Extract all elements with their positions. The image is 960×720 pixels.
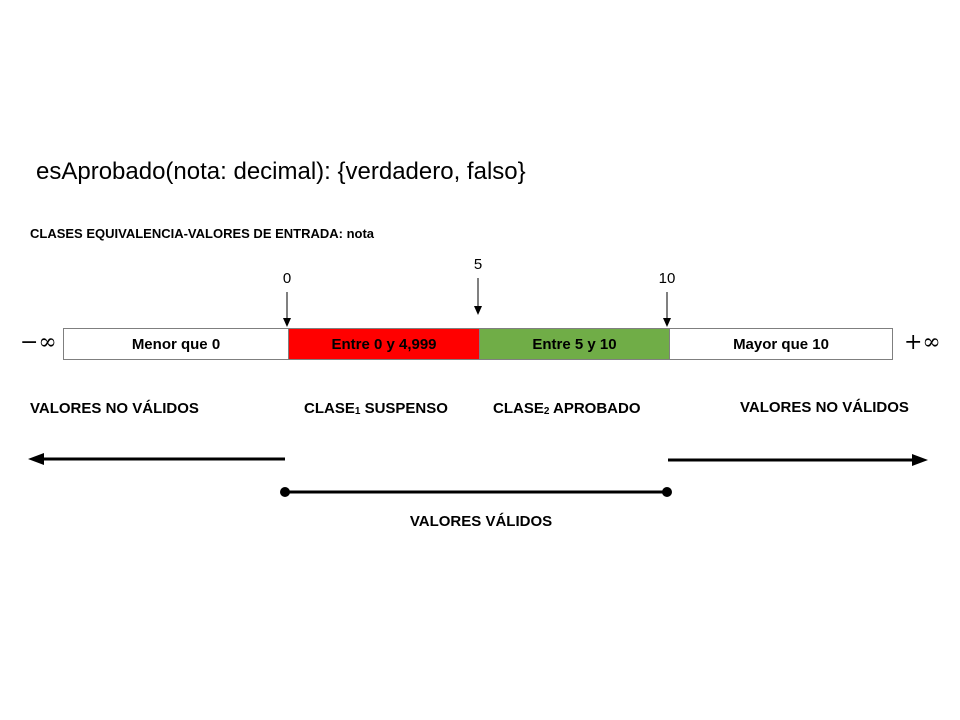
diagram-title: esAprobado(nota: decimal): {verdadero, f… xyxy=(36,158,526,185)
class2-label: CLASE2 APROBADO xyxy=(493,400,641,417)
invalid-values-right-label: VALORES NO VÁLIDOS xyxy=(740,399,909,416)
negative-infinity: −∞ xyxy=(20,330,57,355)
tick-label-0: 0 xyxy=(282,270,292,287)
segment-five-to-ten: Entre 5 y 10 xyxy=(479,329,669,359)
positive-infinity: +∞ xyxy=(904,330,941,355)
segment-greater-than-ten: Mayor que 10 xyxy=(669,329,892,359)
tick-arrow-5 xyxy=(474,278,482,315)
number-line-bar: Menor que 0 Entre 0 y 4,999 Entre 5 y 10… xyxy=(63,328,893,360)
invalid-values-left-label: VALORES NO VÁLIDOS xyxy=(30,400,199,417)
tick-label-10: 10 xyxy=(658,270,676,287)
tick-arrow-0 xyxy=(283,292,291,327)
valid-values-label: VALORES VÁLIDOS xyxy=(409,513,553,530)
valid-range-line xyxy=(280,487,672,497)
invalid-right-arrow xyxy=(668,454,928,466)
tick-arrow-10 xyxy=(663,292,671,327)
diagram-subtitle: CLASES EQUIVALENCIA-VALORES DE ENTRADA: … xyxy=(30,226,375,241)
segment-less-than-zero: Menor que 0 xyxy=(64,329,288,359)
invalid-left-arrow xyxy=(28,453,285,465)
tick-label-5: 5 xyxy=(473,256,483,273)
segment-zero-to-five: Entre 0 y 4,999 xyxy=(288,329,479,359)
class1-label: CLASE1 SUSPENSO xyxy=(304,400,448,417)
